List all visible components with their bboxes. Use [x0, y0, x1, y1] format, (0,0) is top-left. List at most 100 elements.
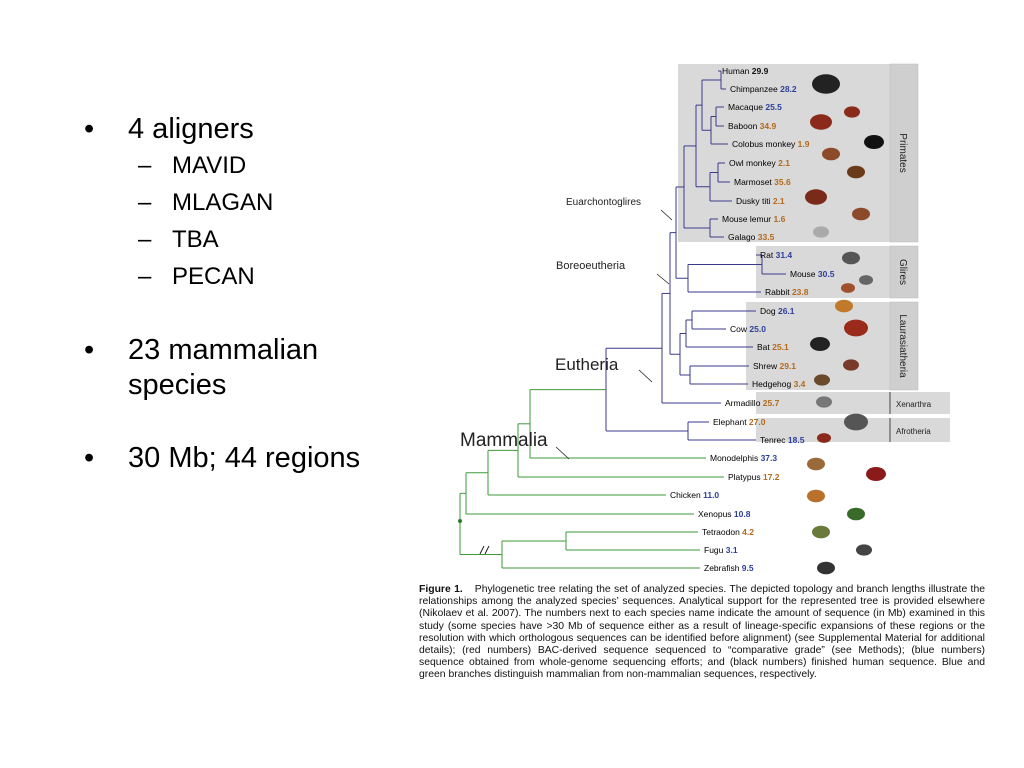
figure-caption: Figure 1. Phylogenetic tree relating the … [419, 584, 985, 682]
species-label: Dusky titi 2.1 [736, 196, 785, 206]
species-sequence-mb: 31.4 [776, 250, 793, 260]
node-label-eutheria: Eutheria [555, 355, 619, 374]
bat-illustration [810, 337, 830, 351]
species-name: Dusky titi [736, 196, 773, 206]
species-sequence-mb: 28.2 [780, 84, 797, 94]
species-label: Baboon 34.9 [728, 121, 776, 131]
bullet-dot: • [84, 441, 94, 476]
sub-bullet-text: MAVID [172, 152, 246, 179]
species-label: Cow 25.0 [730, 324, 766, 334]
species-sequence-mb: 10.8 [734, 509, 751, 519]
species-label: Armadillo 25.7 [725, 398, 780, 408]
frog-illustration [847, 508, 865, 521]
species-label: Macaque 25.5 [728, 102, 782, 112]
dog-illustration [835, 300, 853, 313]
sub-bullet-text: MLAGAN [172, 189, 273, 216]
dash: – [138, 258, 151, 295]
node-label-mammalia: Mammalia [460, 430, 548, 451]
fugu-illustration [856, 544, 872, 555]
species-sequence-mb: 26.1 [778, 306, 795, 316]
group-label-afrotheria: Afrotheria [896, 427, 931, 436]
node-label-boreoeutheria: Boreoeutheria [556, 260, 626, 272]
species-name: Owl monkey [729, 158, 778, 168]
species-name: Mouse lemur [722, 214, 774, 224]
species-name: Armadillo [725, 398, 763, 408]
species-name: Human [722, 66, 752, 76]
species-label: Galago 33.5 [728, 232, 775, 242]
bullet-dot: • [84, 333, 94, 368]
sub-bullet-text: PECAN [172, 263, 255, 290]
species-label: Shrew 29.1 [753, 361, 796, 371]
species-name: Chimpanzee [730, 84, 780, 94]
species-name: Hedgehog [752, 379, 794, 389]
species-sequence-mb: 2.1 [778, 158, 790, 168]
pufferfish-illustration [812, 526, 830, 539]
species-label: Colobus monkey 1.9 [732, 139, 810, 149]
cow-illustration [844, 320, 868, 337]
caption-text: Phylogenetic tree relating the set of an… [419, 584, 985, 680]
species-sequence-mb: 35.6 [774, 177, 791, 187]
species-label: Elephant 27.0 [713, 417, 766, 427]
species-sequence-mb: 17.2 [763, 472, 780, 482]
species-name: Chicken [670, 490, 703, 500]
dash: – [138, 184, 151, 221]
species-sequence-mb: 25.7 [763, 398, 780, 408]
colobus-illustration [864, 135, 884, 149]
phylogenetic-tree-figure: Human 29.9 Chimpanzee 28.2 Macaque 25.5 Bab… [456, 62, 950, 576]
species-name: Fugu [704, 545, 726, 555]
species-sequence-mb: 2.1 [773, 196, 785, 206]
group-label-glires: Glires [897, 259, 908, 285]
species-sequence-mb: 9.5 [742, 563, 754, 573]
species-name: Marmoset [734, 177, 774, 187]
sub-bullet: – TBA [84, 221, 384, 258]
species-sequence-mb: 18.5 [788, 435, 805, 445]
sub-bullet-text: TBA [172, 226, 219, 253]
tenrec-illustration [817, 433, 831, 443]
species-label: Bat 25.1 [757, 342, 789, 352]
species-name: Rat [760, 250, 776, 260]
species-sequence-mb: 30.5 [818, 269, 835, 279]
species-name: Zebrafish [704, 563, 742, 573]
bullet-regions: • 30 Mb; 44 regions [84, 441, 384, 476]
zebrafish-illustration [817, 562, 835, 575]
species-sequence-mb: 1.6 [774, 214, 786, 224]
species-name: Elephant [713, 417, 749, 427]
species-sequence-mb: 1.9 [798, 139, 810, 149]
species-name: Rabbit [765, 287, 792, 297]
bullet-species: • 23 mammalian species [84, 333, 384, 403]
species-name: Macaque [728, 102, 765, 112]
species-name: Baboon [728, 121, 760, 131]
owl-monkey-illustration [822, 148, 840, 161]
species-name: Xenopus [698, 509, 734, 519]
chimpanzee-illustration [812, 74, 840, 94]
species-label: Rabbit 23.8 [765, 287, 809, 297]
bullet-dot: • [84, 112, 94, 147]
species-label: Chimpanzee 28.2 [730, 84, 797, 94]
bullet-text: 23 mammalian species [128, 334, 318, 401]
species-sequence-mb: 11.0 [703, 490, 719, 500]
species-sequence-mb: 29.1 [779, 361, 796, 371]
species-sequence-mb: 34.9 [760, 121, 777, 131]
sub-bullet: – MLAGAN [84, 184, 384, 221]
platypus-illustration [866, 467, 886, 481]
rabbit-illustration [841, 283, 855, 293]
species-sequence-mb: 29.9 [752, 66, 769, 76]
species-label: Monodelphis 37.3 [710, 453, 777, 463]
elephant-illustration [844, 414, 868, 431]
species-name: Tetraodon [702, 527, 742, 537]
species-name: Tenrec [760, 435, 788, 445]
bullet-list: • 4 aligners – MAVID – MLAGAN – TBA – PECAN … [84, 112, 384, 476]
dash: – [138, 221, 151, 258]
species-sequence-mb: 33.5 [758, 232, 775, 242]
dash: – [138, 147, 151, 184]
hedgehog-illustration [814, 374, 830, 385]
branch-break-mark [480, 546, 489, 554]
species-sequence-mb: 25.0 [749, 324, 766, 334]
galago-illustration [813, 226, 829, 237]
species-sequence-mb: 4.2 [742, 527, 754, 537]
species-label: Mouse 30.5 [790, 269, 835, 279]
tree-svg: Human 29.9 Chimpanzee 28.2 Macaque 25.5 Bab… [456, 62, 950, 576]
species-sequence-mb: 23.8 [792, 287, 809, 297]
species-label: Tetraodon 4.2 [702, 527, 754, 537]
species-sequence-mb: 37.3 [761, 453, 778, 463]
